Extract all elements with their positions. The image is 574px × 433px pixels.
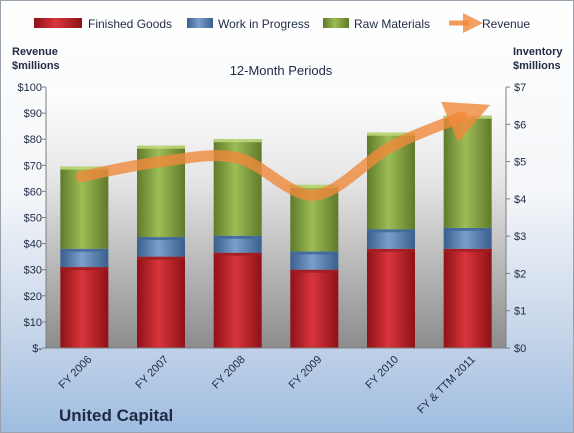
bar-work-in-progress: [290, 251, 339, 270]
left-tick-label: $-: [32, 343, 42, 355]
legend-label-work-in-progress: Work in Progress: [218, 17, 310, 31]
right-tick-label: $3: [514, 231, 526, 243]
bar-work-in-progress: [213, 235, 262, 253]
left-tick-label: $70: [24, 160, 42, 172]
bar-finished-goods: [137, 256, 185, 348]
left-tick-label: $100: [18, 82, 42, 94]
left-tick-label: $60: [24, 186, 42, 198]
bar-work-in-progress-cap: [60, 248, 109, 252]
legend-swatch-work-in-progress: [187, 18, 213, 28]
bar-finished-goods: [213, 252, 262, 348]
legend-label-finished-goods: Finished Goods: [88, 17, 172, 31]
right-tick-label: $1: [514, 306, 526, 318]
right-axis-title-line-1: Inventory: [513, 46, 563, 58]
left-tick-label: $20: [24, 291, 42, 303]
x-tick-label: FY 2009: [287, 354, 325, 392]
left-axis-ticks: $- $10 $20 $30 $40 $50 $60 $70 $80 $90 $100: [18, 82, 46, 355]
bar-finished-goods: [60, 267, 109, 348]
left-tick-label: $90: [24, 108, 42, 120]
left-tick-label: $10: [24, 317, 42, 329]
bar-raw-materials: [443, 115, 492, 228]
bar-work-in-progress-cap: [213, 235, 262, 239]
x-tick-label: FY 2010: [363, 354, 401, 392]
revenue-line: [75, 101, 491, 201]
right-axis-title: Inventory $millions: [513, 46, 566, 72]
revenue-line-group: [75, 101, 491, 201]
x-tick-label: FY 2008: [210, 354, 248, 392]
bar-raw-materials-cap: [290, 184, 339, 188]
bar-raw-materials-cap: [60, 166, 109, 170]
bar-finished-goods-cap: [137, 256, 185, 260]
right-tick-label: $0: [514, 343, 526, 355]
right-tick-label: $5: [514, 157, 526, 169]
bar-work-in-progress: [367, 229, 415, 249]
left-tick-label: $40: [24, 239, 42, 251]
bar-finished-goods-cap: [60, 267, 109, 271]
legend: Finished Goods Work in Progress Raw Mate…: [34, 13, 530, 33]
bar-finished-goods-cap: [213, 252, 262, 256]
bar-finished-goods: [290, 269, 339, 348]
legend-swatch-finished-goods: [34, 18, 82, 28]
right-tick-label: $6: [514, 119, 526, 131]
legend-label-revenue: Revenue: [482, 17, 530, 31]
right-axis-ticks: $0 $1 $2 $3 $4 $5 $6 $7: [506, 82, 526, 355]
company-name: United Capital: [59, 406, 174, 425]
chart-title: 12-Month Periods: [230, 63, 333, 78]
bar-raw-materials-cap: [137, 145, 185, 149]
left-axis-title-line-1: Revenue: [12, 46, 58, 58]
left-tick-label: $50: [24, 213, 42, 225]
bar-work-in-progress-cap: [443, 227, 492, 231]
bar-finished-goods-cap: [443, 248, 492, 252]
legend-label-raw-materials: Raw Materials: [354, 17, 430, 31]
left-axis-title-line-2: $millions: [12, 60, 60, 72]
bar-raw-materials-cap: [213, 139, 262, 143]
bar-finished-goods: [443, 248, 492, 348]
right-tick-label: $4: [514, 194, 526, 206]
right-tick-label: $7: [514, 82, 526, 94]
right-tick-label: $2: [514, 268, 526, 280]
bar-raw-materials-cap: [367, 132, 415, 136]
bars-group: [60, 115, 492, 348]
legend-swatch-raw-materials: [323, 18, 349, 28]
bar-work-in-progress-cap: [137, 237, 185, 241]
bar-work-in-progress: [60, 248, 109, 268]
x-tick-label: FY & TTM 2011: [415, 354, 478, 417]
bar-work-in-progress-cap: [367, 229, 415, 233]
right-axis-title-line-2: $millions: [513, 60, 561, 72]
bar-finished-goods-cap: [290, 269, 339, 273]
left-axis-title: Revenue $millions: [12, 46, 61, 72]
bar-finished-goods-cap: [367, 248, 415, 252]
bar-work-in-progress-cap: [290, 251, 339, 255]
left-tick-label: $80: [24, 134, 42, 146]
bar-work-in-progress: [443, 227, 492, 249]
bar-work-in-progress: [137, 237, 185, 257]
bar-finished-goods: [367, 248, 415, 348]
left-tick-label: $30: [24, 265, 42, 277]
x-tick-label: FY 2007: [133, 354, 171, 392]
x-tick-label: FY 2006: [57, 354, 95, 392]
